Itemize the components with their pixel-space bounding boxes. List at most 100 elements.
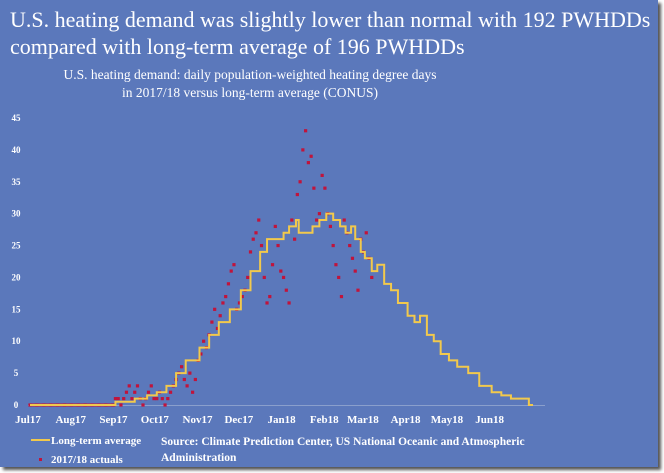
y-tick-label: 20 [12,272,22,282]
actual-point [229,269,233,273]
source-line-2: Administration [161,452,237,464]
actual-point [226,282,231,286]
actual-point [141,403,145,407]
actual-point [259,243,264,248]
x-tick-label: Oct17 [141,414,170,426]
y-tick-label: 40 [12,145,22,155]
actual-point [152,397,156,401]
long-term-average-line [30,212,533,406]
actual-point [331,243,335,248]
actual-point [312,186,316,190]
actual-point [279,269,283,273]
subtitle-line-2: in 2017/18 versus long-term average (CON… [121,85,379,100]
actual-point [232,263,236,267]
actual-point [119,403,123,407]
actual-point [320,173,324,177]
actual-point [281,275,286,280]
actual-point [276,243,280,248]
actual-point [304,129,308,133]
actual-point [182,377,186,382]
actual-point [350,256,355,260]
actual-point [130,397,134,401]
actual-point [257,218,261,222]
actual-point [213,307,217,311]
actual-point [273,224,277,229]
actual-point [248,250,253,254]
actual-point [218,314,222,318]
actual-point [290,218,294,222]
actual-point [337,275,341,280]
x-tick-label: Aug17 [55,414,86,426]
actual-point [149,384,153,388]
actual-point [199,352,203,356]
actual-point [284,288,288,292]
actual-point [124,390,129,394]
source-line-1: Source: Climate Prediction Center, US Na… [161,436,525,448]
chart-title: U.S. heating demand was slightly lower t… [10,7,651,59]
actual-point [268,294,272,299]
y-tick-label: 5 [14,368,19,378]
y-tick-label: 35 [12,177,22,187]
actual-point [202,339,206,343]
actual-point [185,384,189,388]
x-tick-label: Nov17 [183,414,213,426]
actual-point [301,148,305,152]
y-tick-label: 30 [12,209,22,219]
actuals-scatter [28,129,374,407]
actual-point [193,377,197,382]
actual-point [160,397,164,401]
actual-point [265,301,269,305]
actual-point [254,231,258,235]
actual-point [287,301,291,305]
actual-point [113,397,118,401]
x-tick-label: Dec17 [224,414,253,426]
actual-point [292,237,297,241]
actual-point [270,263,275,267]
y-tick-label: 45 [12,113,22,123]
actual-point [155,397,159,401]
actual-point [334,263,338,267]
x-tick-label: Feb18 [310,414,339,426]
x-tick-label: Jun18 [475,414,504,426]
actual-point [210,320,214,324]
actual-point [240,294,244,299]
actual-point [224,294,228,299]
actual-point [135,384,140,388]
actual-point [179,365,184,369]
actual-point [163,403,167,407]
actual-point [356,288,360,292]
actual-point [315,218,319,222]
x-tick-label: Jul17 [15,414,41,426]
x-tick-label: Jan18 [268,414,297,426]
x-tick-label: Mar18 [347,414,379,426]
y-tick-label: 15 [12,304,22,314]
subtitle-line-1: U.S. heating demand: daily population-we… [63,67,437,82]
actual-point [122,397,126,401]
actual-point [348,243,352,248]
actual-point [168,390,173,394]
legend-label-actuals: 2017/18 actuals [51,454,124,466]
actual-point [342,218,346,222]
actual-point [323,186,327,190]
y-axis-ticks: 0 5 10 15 20 25 30 35 40 45 [12,113,22,410]
actual-point [166,397,170,401]
actual-point [221,301,225,305]
actual-point [309,154,313,158]
actual-point [133,390,137,394]
actual-point [364,231,368,235]
actual-point [295,192,299,197]
actual-point [298,180,302,184]
actual-point [237,301,242,305]
chart-frame [0,0,658,467]
actual-point [127,384,131,388]
actual-point [339,294,344,299]
legend-dot-swatch [39,458,42,461]
y-tick-label: 0 [14,400,19,410]
legend: Long-term average 2017/18 actuals [31,435,141,466]
x-tick-label: Apr18 [391,414,421,426]
actual-point [353,269,357,273]
chart-subtitle: U.S. heating demand: daily population-we… [0,66,500,102]
actual-point [188,371,192,375]
y-tick-label: 25 [12,241,22,251]
